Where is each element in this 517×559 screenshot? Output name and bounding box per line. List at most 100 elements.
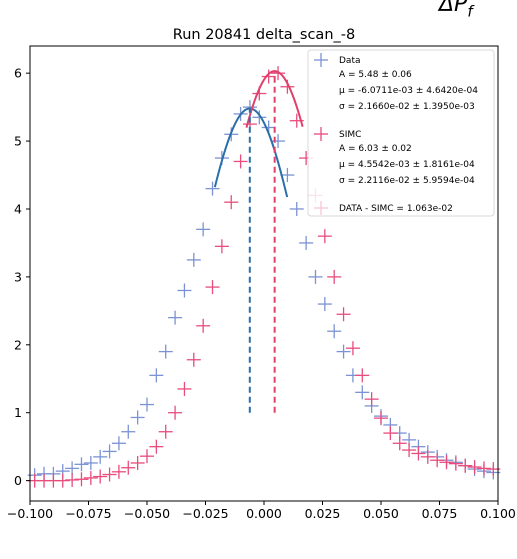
chart-title: Run 20841 delta_scan_-8 <box>173 27 355 43</box>
x-tick-label: 0.100 <box>480 506 516 521</box>
data-point-simc <box>102 467 117 482</box>
data-point-data <box>83 455 98 470</box>
data-point-data <box>140 397 154 412</box>
data-point-simc <box>130 455 145 470</box>
data-point-data <box>336 344 351 359</box>
x-tick-label: 0.050 <box>363 506 399 521</box>
data-point-data <box>308 269 323 284</box>
fit-curve-data_fit <box>213 107 289 198</box>
data-point-simc <box>383 426 398 441</box>
data-point-simc <box>345 341 360 356</box>
data-point-simc <box>439 455 454 470</box>
data-point-simc <box>55 473 70 488</box>
legend-stat-line: μ = -6.0711e-03 ± 4.6420e-04 <box>339 86 478 96</box>
data-point-simc <box>261 69 276 84</box>
data-point-simc <box>458 458 473 473</box>
data-point-simc <box>327 269 342 284</box>
data-point-data <box>327 324 342 339</box>
data-point-simc <box>420 449 435 464</box>
data-point-data <box>299 235 314 250</box>
data-point-simc <box>392 436 407 451</box>
data-point-data <box>196 222 211 237</box>
x-tick-label: −0.100 <box>7 506 53 521</box>
data-point-simc <box>149 439 164 454</box>
legend-label-data: Data <box>339 56 361 66</box>
data-point-simc <box>205 280 220 295</box>
series-simc <box>27 66 501 488</box>
data-point-simc <box>186 352 201 367</box>
data-point-simc <box>271 66 286 81</box>
data-point-simc <box>336 307 351 322</box>
y-tick-label: 5 <box>14 134 22 149</box>
data-point-simc <box>83 470 98 485</box>
data-point-simc <box>355 368 370 383</box>
legend-label-diff: DATA - SIMC = 1.063e-02 <box>339 204 453 214</box>
data-point-data <box>355 385 370 400</box>
data-point-data <box>121 424 136 439</box>
data-point-simc <box>402 443 417 458</box>
y-tick-label: 2 <box>14 337 22 352</box>
data-point-data <box>280 168 295 183</box>
data-point-simc <box>196 318 211 333</box>
data-point-simc <box>158 424 173 439</box>
legend-stat-line: A = 6.03 ± 0.02 <box>339 144 412 154</box>
data-point-data <box>252 110 267 125</box>
y-tick-label: 6 <box>14 66 22 81</box>
data-point-data <box>74 457 89 472</box>
data-point-simc <box>93 469 108 484</box>
x-tick-label: −0.025 <box>182 506 228 521</box>
data-point-data <box>93 449 108 464</box>
data-point-data <box>130 410 145 425</box>
data-point-simc <box>140 449 154 464</box>
data-point-simc <box>317 229 332 244</box>
data-point-simc <box>65 472 80 487</box>
data-point-simc <box>168 405 183 420</box>
corner-label: ΔPf <box>439 0 473 20</box>
y-tick-label: 4 <box>14 201 22 216</box>
y-tick-label: 3 <box>14 269 22 284</box>
x-tick-label: 0.000 <box>246 506 282 521</box>
data-point-simc <box>364 392 379 407</box>
data-point-simc <box>467 460 482 475</box>
corner-label-main: ΔP <box>439 0 468 17</box>
legend-stat-line: σ = 2.2116e-02 ± 5.9594e-04 <box>339 176 475 186</box>
data-point-simc <box>411 446 426 461</box>
data-point-data <box>102 444 117 459</box>
data-point-data <box>177 283 192 298</box>
legend-marker-diff <box>314 201 328 215</box>
data-point-data <box>317 297 332 312</box>
x-tick-label: 0.075 <box>422 506 458 521</box>
data-point-simc <box>233 154 248 169</box>
data-point-simc <box>224 195 239 210</box>
data-point-data <box>158 344 173 359</box>
data-point-data <box>149 368 164 383</box>
y-tick-label: 1 <box>14 405 22 420</box>
data-point-simc <box>476 461 491 476</box>
data-point-simc <box>448 456 463 471</box>
x-tick-label: −0.050 <box>124 506 170 521</box>
legend-box <box>307 49 495 217</box>
legend-label-simc: SIMC <box>339 130 361 140</box>
corner-label-sub: f <box>467 2 473 21</box>
legend-marker-simc <box>314 127 328 141</box>
data-point-data <box>168 310 183 325</box>
data-point-data <box>186 252 201 267</box>
data-point-simc <box>374 411 388 426</box>
data-point-simc <box>111 464 126 479</box>
legend: Data A = 5.48 ± 0.06 μ = -6.0711e-03 ± 4.6… <box>307 49 495 217</box>
legend-stat-line: σ = 2.1660e-02 ± 1.3950e-03 <box>339 102 475 112</box>
x-tick-label: −0.075 <box>65 506 111 521</box>
data-point-data <box>289 201 304 216</box>
data-point-data <box>111 436 126 451</box>
data-point-data <box>205 181 220 196</box>
data-point-simc <box>121 460 136 475</box>
legend-marker-data <box>314 53 328 67</box>
y-tick-label: 0 <box>14 473 22 488</box>
x-tick-label: 0.025 <box>305 506 341 521</box>
legend-stat-line: μ = 4.5542e-03 ± 1.8161e-04 <box>339 160 475 170</box>
data-point-simc <box>74 472 89 487</box>
legend-stat-line: A = 5.48 ± 0.06 <box>339 70 412 80</box>
data-point-simc <box>214 239 229 254</box>
data-point-data <box>271 134 286 149</box>
